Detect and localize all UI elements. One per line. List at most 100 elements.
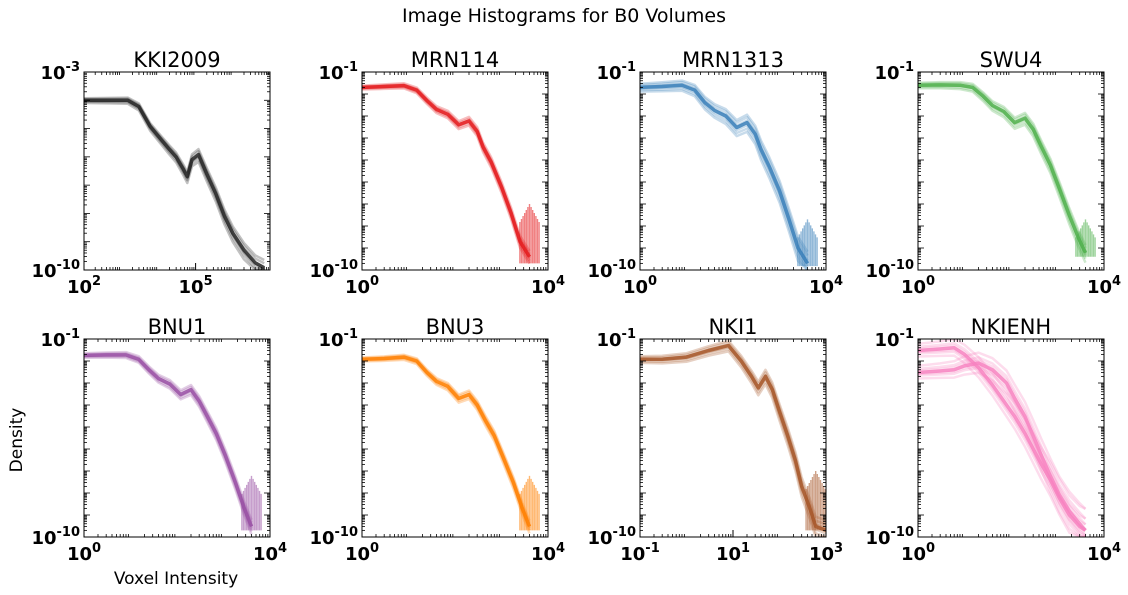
x-tick-label-exp: 4 [278,541,287,556]
y-tick-label-exp: -10 [335,258,359,273]
y-tick-label-exp: -1 [622,327,636,342]
x-tick-label: 100 [345,541,379,565]
x-tick-label-exp: -1 [645,541,659,556]
series-band-line [918,85,1087,260]
y-tick-label-exp: -1 [900,327,914,342]
panel-title: SWU4 [980,48,1043,72]
panel-title: BNU1 [148,315,207,339]
panel-title: BNU3 [426,315,485,339]
y-tick-label-base: 10 [865,261,890,282]
y-tick-label-exp: -1 [344,60,358,75]
y-tick-label: 10-3 [40,60,80,84]
y-tick-label-base: 10 [874,63,899,84]
y-tick-label-base: 10 [309,528,334,549]
y-tick-label-base: 10 [587,528,612,549]
y-tick-label: 10-1 [318,327,358,351]
y-tick-label: 10-1 [874,327,914,351]
series-band-line [918,86,1087,264]
y-tick-label-exp: -10 [613,525,637,540]
series-band-line [640,89,809,270]
series-band-line [84,101,265,270]
y-tick-label-base: 10 [587,261,612,282]
x-tick-label-base: 10 [345,544,370,565]
y-tick-label: 10-1 [596,60,636,84]
x-tick-label-exp: 4 [834,274,843,289]
y-tick-label: 10-10 [31,258,80,282]
figure-title: Image Histograms for B0 Volumes [402,5,726,27]
y-tick-label: 10-10 [31,525,80,549]
x-tick-label: 100 [901,541,935,565]
series-line [918,83,1088,254]
plot-area [84,96,266,270]
plot-area [640,79,818,270]
panel-kki2009: KKI2009 10 2 10 5 10-3 10-10 [31,48,271,298]
x-tick-label-base: 10 [67,544,92,565]
x-tick-label-base: 10 [1087,277,1112,298]
y-tick-label: 10-1 [40,327,80,351]
y-tick-label: 10-1 [318,60,358,84]
y-tick-label-base: 10 [318,63,343,84]
x-tick-label-exp: 5 [204,274,213,289]
y-tick-label-exp: -10 [891,258,915,273]
y-tick-label: 10-10 [309,525,358,549]
plot-area [84,350,262,535]
x-tick-label-exp: 1 [741,541,750,556]
series-band-line [640,345,826,535]
axes-frame [361,71,549,271]
y-tick-label-base: 10 [40,63,65,84]
y-tick-label-exp: -1 [66,327,80,342]
x-tick-label: 101 [716,541,750,565]
x-tick-label-exp: 2 [92,274,101,289]
series-band-line [362,82,531,252]
series-band-line [640,80,809,257]
x-tick-label: 104 [531,541,565,565]
y-tick-label-base: 10 [865,528,890,549]
series-line [84,98,266,270]
x-tick-label-base: 10 [345,277,370,298]
y-tick-label-base: 10 [31,261,56,282]
x-tick-label-exp: 3 [834,541,843,556]
series-band-line [640,79,809,253]
y-tick-label-exp: -1 [622,60,636,75]
x-tick-label-base: 10 [623,277,648,298]
axes-frame [917,71,1105,271]
series-band-line [362,358,531,534]
x-tick-label: 100 [901,274,935,298]
y-tick-label-exp: -10 [57,525,81,540]
series-band-line [918,371,1086,537]
y-tick-label-exp: -10 [335,525,359,540]
series-line [640,343,826,533]
x-tick-label-exp: 0 [92,541,101,556]
y-tick-label-exp: -1 [344,327,358,342]
series-band-line [640,339,826,522]
x-tick-label-base: 10 [809,277,834,298]
x-tick-label-exp: 0 [926,541,935,556]
plot-area [362,353,540,534]
x-tick-label: 104 [1087,541,1121,565]
x-tick-label-exp: 0 [370,274,379,289]
x-tick-label-base: 10 [531,544,556,565]
series-band-line [918,351,1087,510]
series-line [640,83,809,265]
x-tick-label: 104 [809,274,843,298]
x-tick-label-base: 10 [1087,544,1112,565]
panel-title: KKI2009 [133,48,220,72]
axes-frame [83,71,271,271]
y-tick-label-exp: -10 [613,258,637,273]
plot-area [918,339,1087,537]
series-band-line [640,350,826,537]
series-band-line [918,339,1087,511]
y-tick-label-base: 10 [596,330,621,351]
series-band-line [84,356,253,535]
y-tick-label: 10-1 [596,327,636,351]
series-line [84,353,254,528]
y-tick-label-exp: -10 [57,258,81,273]
series-band-line [362,353,531,522]
